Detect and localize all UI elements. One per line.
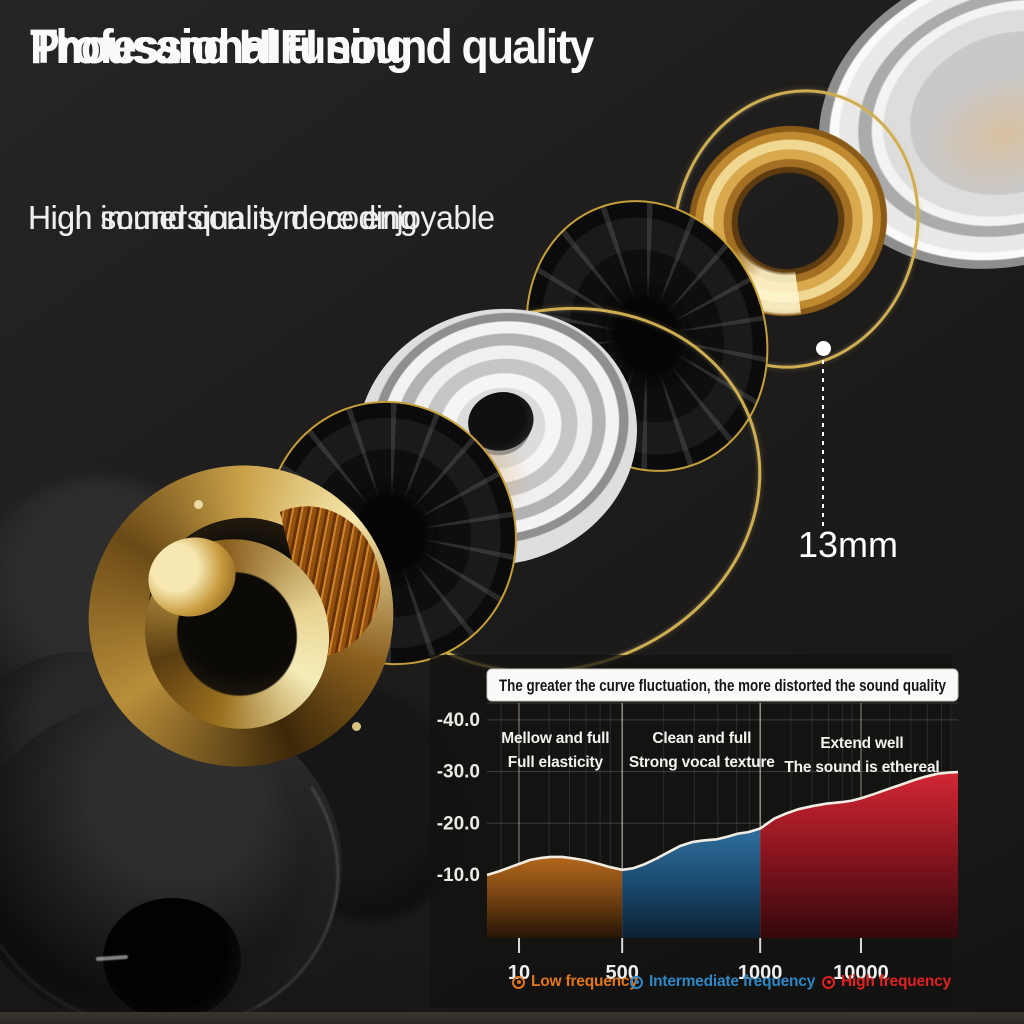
chart-title-bar bbox=[486, 668, 959, 702]
chart-legend: Low frequency Intermediate frequency High … bbox=[430, 973, 1024, 999]
y-tick-label: -30.0 bbox=[437, 762, 480, 783]
low-frequency-legend-icon bbox=[512, 975, 525, 989]
region-annotation-intermediate: Strong vocal texture bbox=[629, 754, 775, 771]
bottom-band bbox=[0, 1012, 1024, 1024]
subtitle-line-2: High immersion is more enjoyable bbox=[28, 199, 495, 236]
region-annotation-intermediate: Clean and full bbox=[652, 730, 751, 747]
legend-label: Intermediate frequency bbox=[649, 973, 816, 990]
callout-dot bbox=[816, 341, 831, 356]
y-tick-label: -20.0 bbox=[437, 813, 480, 834]
legend-item-low-frequency: Low frequency bbox=[512, 973, 638, 991]
y-tick-label: -10.0 bbox=[437, 865, 480, 886]
chart-area-intermediate bbox=[622, 828, 761, 938]
title-line-2: Thousand HIFI sound quality bbox=[30, 21, 594, 74]
title-line-1: Professional tuning bbox=[30, 21, 413, 74]
x-tick-label: 1000 bbox=[738, 962, 783, 984]
region-annotation-high: The sound is ethereal bbox=[784, 759, 939, 776]
chart-title: The greater the curve fluctuation, the m… bbox=[499, 676, 946, 695]
chart-area-high bbox=[760, 772, 958, 938]
frequency-response-chart: 10 500 1000 10000-40.0-30.0-20.0-10.0Mellow… bbox=[430, 655, 959, 1008]
chart-area-low bbox=[487, 856, 623, 938]
y-tick-label: -40.0 bbox=[437, 710, 480, 731]
housing-screw-top bbox=[194, 500, 203, 509]
region-annotation-high: Extend well bbox=[820, 735, 903, 752]
housing-screw-bottom bbox=[352, 722, 361, 731]
driver-size-label: 13mm bbox=[798, 524, 899, 565]
region-annotation-low: Full elasticity bbox=[508, 754, 604, 771]
legend-label: Low frequency bbox=[531, 973, 638, 990]
x-tick-label: 10000 bbox=[833, 962, 889, 984]
callout-dashed-line bbox=[822, 360, 824, 526]
subtitle-line-1: High sound quality decoding bbox=[28, 199, 418, 236]
legend-label: High frequency bbox=[841, 973, 952, 990]
response-curve bbox=[486, 770, 959, 877]
region-annotation-low: Mellow and full bbox=[501, 730, 609, 747]
intermediate-frequency-legend-icon bbox=[630, 975, 643, 989]
legend-item-intermediate-frequency: Intermediate frequency bbox=[630, 973, 815, 991]
high-frequency-legend-icon bbox=[822, 975, 835, 989]
ear-tip-dome-large bbox=[0, 698, 342, 1024]
legend-item-high-frequency: High frequency bbox=[822, 973, 951, 991]
